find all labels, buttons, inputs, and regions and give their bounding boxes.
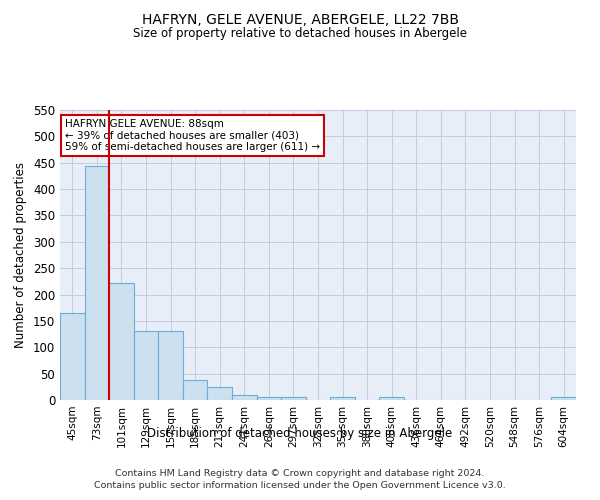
Bar: [134, 332, 158, 400]
Text: Distribution of detached houses by size in Abergele: Distribution of detached houses by size …: [148, 428, 452, 440]
Y-axis label: Number of detached properties: Number of detached properties: [14, 162, 28, 348]
Bar: [85, 166, 109, 400]
Bar: [208, 387, 232, 400]
Bar: [109, 283, 134, 400]
Text: Size of property relative to detached houses in Abergele: Size of property relative to detached ho…: [133, 28, 467, 40]
Text: Contains public sector information licensed under the Open Government Licence v3: Contains public sector information licen…: [94, 481, 506, 490]
Text: HAFRYN, GELE AVENUE, ABERGELE, LL22 7BB: HAFRYN, GELE AVENUE, ABERGELE, LL22 7BB: [142, 12, 458, 26]
Bar: [379, 398, 404, 400]
Bar: [232, 394, 257, 400]
Bar: [183, 380, 208, 400]
Text: HAFRYN GELE AVENUE: 88sqm
← 39% of detached houses are smaller (403)
59% of semi: HAFRYN GELE AVENUE: 88sqm ← 39% of detac…: [65, 118, 320, 152]
Text: Contains HM Land Registry data © Crown copyright and database right 2024.: Contains HM Land Registry data © Crown c…: [115, 468, 485, 477]
Bar: [330, 398, 355, 400]
Bar: [551, 398, 576, 400]
Bar: [257, 397, 281, 400]
Bar: [281, 398, 306, 400]
Bar: [158, 332, 183, 400]
Bar: [60, 313, 85, 400]
